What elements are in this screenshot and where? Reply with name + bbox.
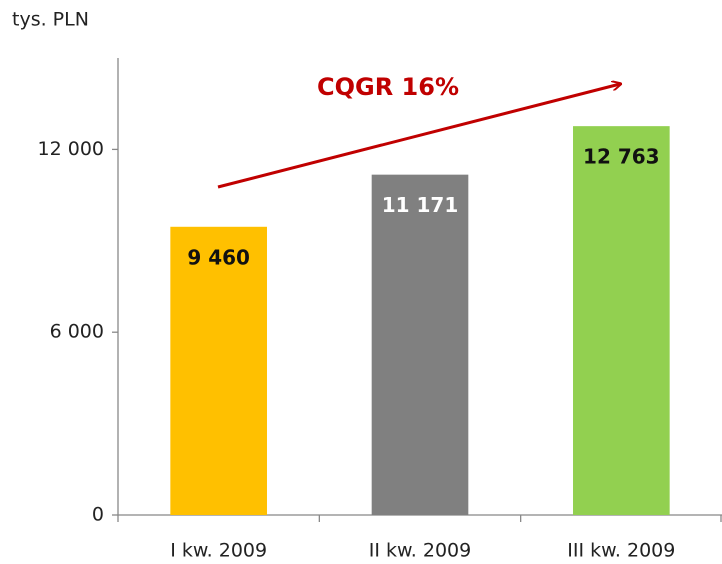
- bar: [371, 174, 469, 515]
- bar: [573, 126, 670, 515]
- y-tick-label: 0: [92, 504, 104, 526]
- x-tick-label: III kw. 2009: [567, 540, 675, 562]
- y-tick-label: 12 000: [38, 138, 104, 160]
- value-label: 12 763: [583, 145, 660, 169]
- y-axis-label: tys. PLN: [12, 9, 89, 31]
- annotation: CQGR 16%: [317, 73, 459, 101]
- value-label: 11 171: [382, 193, 459, 217]
- x-tick-label: I kw. 2009: [170, 540, 267, 562]
- x-tick-label: II kw. 2009: [369, 540, 471, 562]
- trend-arrow: [217, 84, 620, 189]
- y-tick-label: 6 000: [50, 321, 104, 343]
- bar: [170, 226, 267, 515]
- value-label: 9 460: [187, 245, 250, 269]
